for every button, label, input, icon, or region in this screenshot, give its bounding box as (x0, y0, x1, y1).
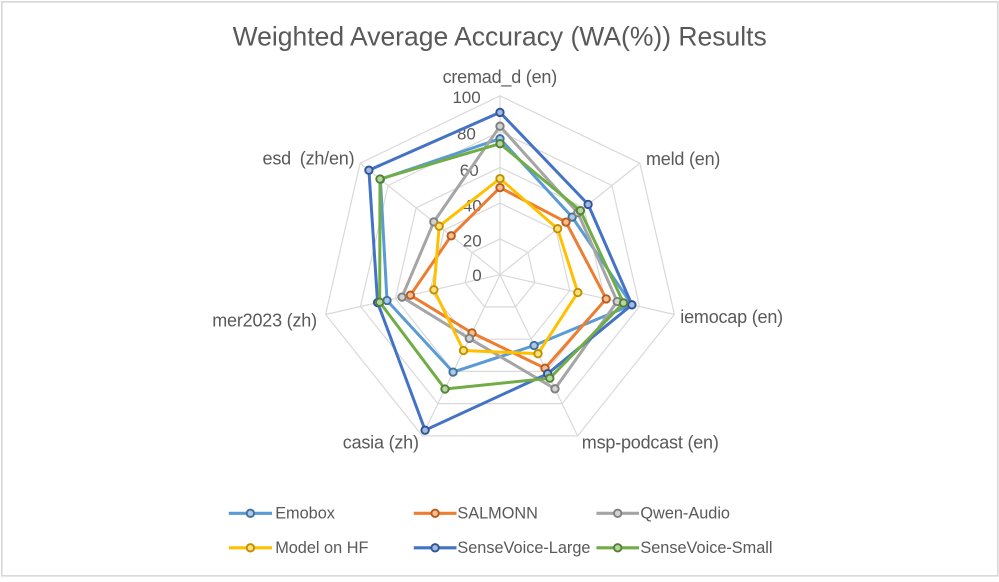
svg-text:meld (en): meld (en) (646, 149, 720, 169)
svg-text:Qwen-Audio: Qwen-Audio (640, 505, 730, 523)
svg-text:iemocap (en): iemocap (en) (680, 307, 783, 327)
svg-text:mer2023 (zh): mer2023 (zh) (212, 310, 317, 330)
svg-text:Weighted Average Accuracy (WA(: Weighted Average Accuracy (WA(%)) Result… (233, 21, 767, 51)
svg-text:casia (zh): casia (zh) (343, 433, 419, 453)
svg-text:cremad_d (en): cremad_d (en) (443, 67, 557, 88)
svg-text:SenseVoice-Large: SenseVoice-Large (457, 539, 590, 557)
svg-text:20: 20 (463, 231, 482, 250)
svg-text:esd (zh/en): esd (zh/en) (263, 149, 355, 169)
svg-text:Emobox: Emobox (275, 505, 335, 523)
svg-text:0: 0 (472, 266, 481, 285)
svg-text:100: 100 (452, 88, 480, 107)
svg-text:SenseVoice-Small: SenseVoice-Small (640, 539, 772, 557)
svg-text:Model on HF: Model on HF (275, 539, 368, 557)
svg-text:msp-podcast (en): msp-podcast (en) (582, 433, 719, 453)
svg-text:SALMONN: SALMONN (457, 505, 538, 523)
